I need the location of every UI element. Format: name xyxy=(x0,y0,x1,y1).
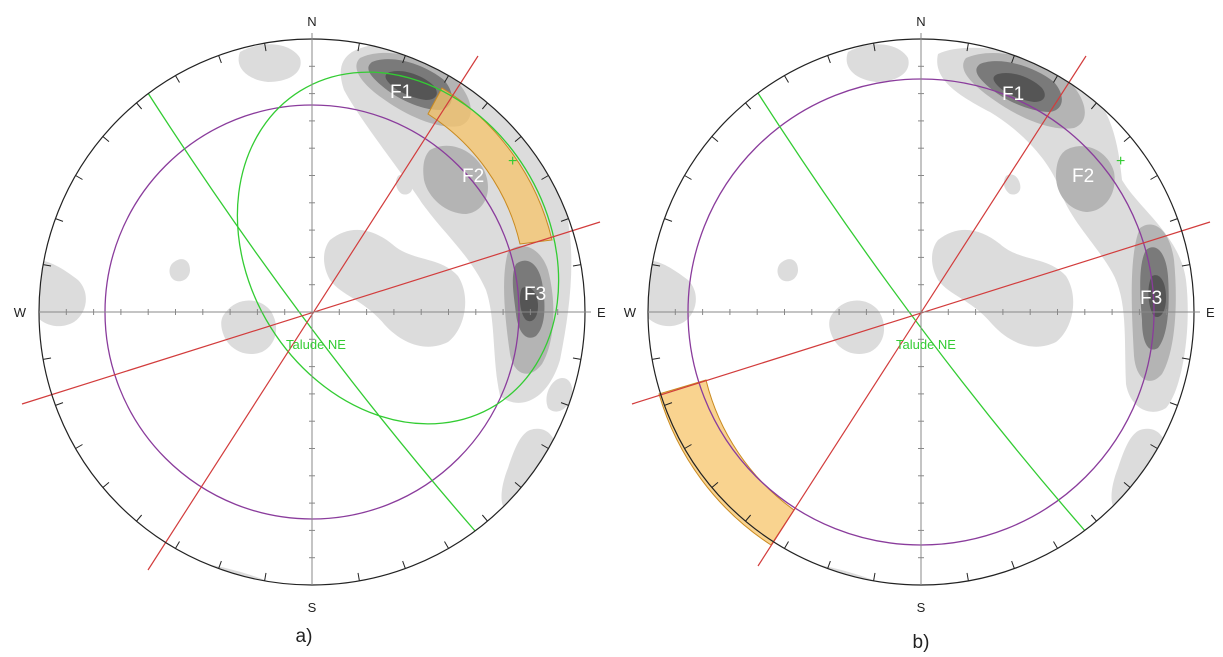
panel-caption-a: a) xyxy=(296,626,313,647)
azimuth-tick xyxy=(745,514,752,522)
azimuth-tick xyxy=(541,444,549,449)
azimuth-tick xyxy=(560,218,569,222)
azimuth-tick xyxy=(684,444,692,449)
azimuth-tick xyxy=(514,136,522,143)
azimuth-tick xyxy=(745,102,752,110)
azimuth-tick xyxy=(1090,514,1097,522)
azimuth-tick xyxy=(136,102,143,110)
azimuth-ticks-b xyxy=(652,43,1190,581)
slope-great-circle-a xyxy=(145,71,560,533)
azimuth-tick xyxy=(827,55,831,64)
slope-pole-marker-a: + xyxy=(508,153,517,170)
azimuth-tick xyxy=(75,175,83,180)
azimuth-tick xyxy=(55,218,64,222)
azimuth-tick xyxy=(560,402,569,406)
azimuth-tick xyxy=(481,514,488,522)
east-label-b: E xyxy=(1206,305,1215,320)
azimuth-tick xyxy=(1150,444,1158,449)
slope-label-a: Talude NE xyxy=(286,337,346,352)
azimuth-tick xyxy=(711,136,719,143)
azimuth-tick xyxy=(1169,402,1178,406)
azimuth-tick xyxy=(1123,481,1131,488)
east-label-a: E xyxy=(597,305,606,320)
azimuth-tick xyxy=(652,264,661,267)
azimuth-tick xyxy=(55,402,64,406)
set-label-f2-b: F2 xyxy=(1072,166,1094,187)
stereonet-panel-b: + N S E W F1 F2 F3 Talude NE b) xyxy=(624,14,1215,653)
lateral-limits-a xyxy=(21,55,601,571)
azimuth-tick xyxy=(664,402,673,406)
west-label-b: W xyxy=(624,305,637,320)
azimuth-tick xyxy=(136,514,143,522)
azimuth-tick xyxy=(1181,264,1190,267)
azimuth-tick xyxy=(43,264,52,267)
south-label-a: S xyxy=(308,600,317,615)
azimuth-tick xyxy=(541,175,549,180)
azimuth-tick xyxy=(572,357,581,360)
azimuth-ticks-a xyxy=(43,43,581,581)
critical-zone-b xyxy=(658,379,795,546)
azimuth-tick xyxy=(102,136,110,143)
azimuth-tick xyxy=(1150,175,1158,180)
north-label-a: N xyxy=(307,14,316,29)
azimuth-tick xyxy=(572,264,581,267)
azimuth-tick xyxy=(711,481,719,488)
azimuth-tick xyxy=(264,43,267,52)
stereonet-panel-a: + N S E W F1 F2 F3 Talude NE a) xyxy=(14,14,606,647)
azimuth-tick xyxy=(481,102,488,110)
set-label-f1-a: F1 xyxy=(390,82,412,103)
azimuth-tick xyxy=(102,481,110,488)
azimuth-tick xyxy=(827,560,831,569)
azimuth-tick xyxy=(402,55,406,64)
azimuth-tick xyxy=(175,541,180,549)
azimuth-tick xyxy=(75,444,83,449)
azimuth-tick xyxy=(1169,218,1178,222)
contour-field xyxy=(648,44,1188,585)
set-label-f3-a: F3 xyxy=(524,284,546,305)
azimuth-tick xyxy=(43,357,52,360)
azimuth-tick xyxy=(1053,75,1058,83)
azimuth-tick xyxy=(402,560,406,569)
azimuth-tick xyxy=(444,75,449,83)
south-label-b: S xyxy=(917,600,926,615)
panel-caption-b: b) xyxy=(913,632,930,653)
azimuth-tick xyxy=(873,43,876,52)
azimuth-tick xyxy=(1053,541,1058,549)
azimuth-tick xyxy=(175,75,180,83)
set-label-f2-a: F2 xyxy=(462,166,484,187)
slope-pole-marker-b: + xyxy=(1116,153,1125,170)
azimuth-tick xyxy=(873,572,876,581)
set-label-f3-b: F3 xyxy=(1140,288,1162,309)
azimuth-tick xyxy=(966,43,969,52)
azimuth-tick xyxy=(264,572,267,581)
azimuth-tick xyxy=(664,218,673,222)
center-cross-b xyxy=(648,33,1200,585)
azimuth-tick xyxy=(1011,560,1015,569)
azimuth-tick xyxy=(652,357,661,360)
azimuth-tick xyxy=(218,560,222,569)
azimuth-tick xyxy=(784,75,789,83)
azimuth-tick xyxy=(1090,102,1097,110)
azimuth-tick xyxy=(966,572,969,581)
azimuth-tick xyxy=(1181,357,1190,360)
azimuth-tick xyxy=(514,481,522,488)
center-cross-a xyxy=(39,33,591,585)
azimuth-tick xyxy=(784,541,789,549)
north-label-b: N xyxy=(916,14,925,29)
azimuth-tick xyxy=(218,55,222,64)
slope-label-b: Talude NE xyxy=(896,337,956,352)
azimuth-tick xyxy=(357,43,360,52)
azimuth-tick xyxy=(1011,55,1015,64)
azimuth-tick xyxy=(684,175,692,180)
set-label-f1-b: F1 xyxy=(1002,84,1024,105)
azimuth-tick xyxy=(444,541,449,549)
west-label-a: W xyxy=(14,305,27,320)
azimuth-tick xyxy=(1123,136,1131,143)
azimuth-tick xyxy=(357,572,360,581)
